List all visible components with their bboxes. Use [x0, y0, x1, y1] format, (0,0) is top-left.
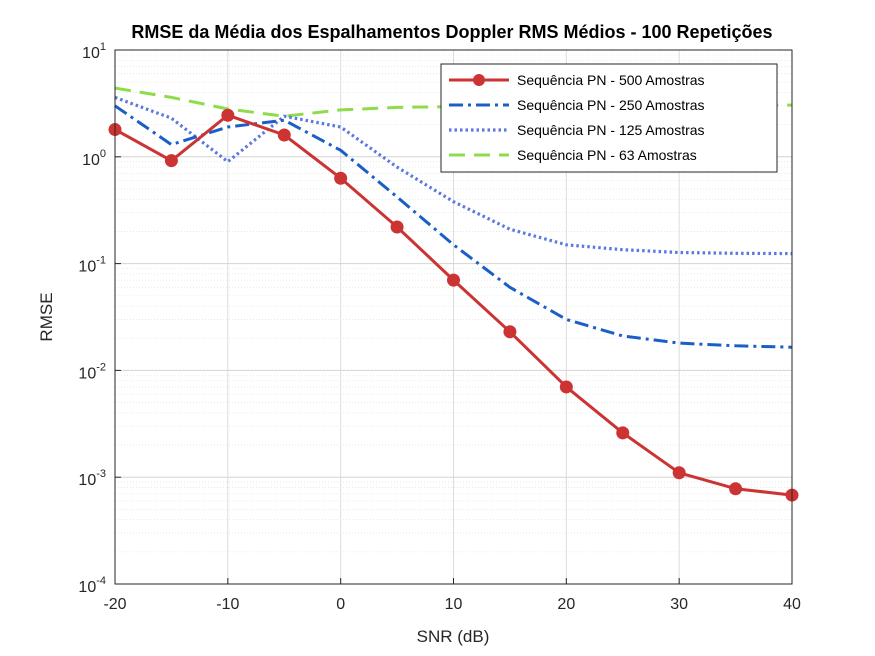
- data-point: [729, 482, 743, 496]
- y-tick-label: 10-2: [78, 361, 106, 382]
- series-line: [114, 95, 793, 256]
- legend-box: [440, 63, 778, 173]
- y-tick-label: 10-1: [78, 255, 106, 276]
- chart-title: RMSE da Média dos Espalhamentos Doppler …: [131, 22, 772, 42]
- series-layer: [108, 86, 799, 502]
- x-tick-label: 30: [670, 596, 688, 613]
- legend-label: Sequência PN - 250 Amostras: [517, 97, 705, 113]
- data-point: [447, 273, 460, 287]
- data-point: [277, 128, 291, 142]
- legend-label: Sequência PN - 63 Amostras: [517, 147, 697, 163]
- data-point: [164, 154, 178, 168]
- x-tick-label: 40: [783, 596, 801, 613]
- legend-label: Sequência PN - 500 Amostras: [517, 72, 705, 88]
- data-point: [616, 426, 630, 440]
- y-axis: 10-4 10-3 10-2 10-1 100 101: [78, 41, 121, 596]
- data-point: [390, 220, 404, 234]
- legend-label: Sequência PN - 125 Amostras: [517, 122, 705, 138]
- x-tick-label: -20: [103, 596, 126, 613]
- y-tick-label: 10-4: [78, 575, 106, 596]
- series-line: [114, 104, 793, 349]
- y-tick-label: 101: [82, 41, 106, 62]
- x-tick-label: 0: [336, 596, 345, 613]
- x-axis: -20 -10 0 10 20 30 40: [103, 578, 801, 613]
- x-tick-label: -10: [216, 596, 239, 613]
- legend-marker: [473, 74, 485, 86]
- data-point: [672, 466, 686, 480]
- y-axis-label: RMSE: [37, 292, 56, 341]
- data-point: [559, 380, 573, 394]
- data-point: [334, 171, 348, 185]
- x-tick-label: 20: [557, 596, 575, 613]
- y-tick-label: 100: [82, 148, 106, 169]
- x-axis-label: SNR (dB): [417, 627, 490, 646]
- data-point: [221, 108, 235, 122]
- x-tick-label: 10: [445, 596, 463, 613]
- y-tick-label: 10-3: [78, 468, 106, 489]
- data-point: [503, 325, 517, 339]
- legend: Sequência PN - 500 Amostras Sequência PN …: [440, 63, 778, 173]
